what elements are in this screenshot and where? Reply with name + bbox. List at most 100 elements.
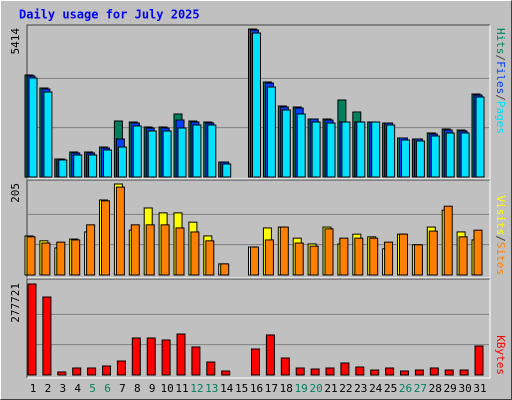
bar xyxy=(57,371,67,376)
x-tick-label: 14 xyxy=(220,382,234,395)
x-tick-label: 19 xyxy=(295,382,308,395)
bar xyxy=(56,241,66,276)
bar xyxy=(266,86,276,178)
bar xyxy=(295,367,305,376)
bar xyxy=(222,163,232,178)
panel-edge-dark xyxy=(26,278,490,378)
bar xyxy=(309,245,319,276)
bar xyxy=(474,345,484,376)
bar xyxy=(340,362,350,376)
bar xyxy=(370,369,380,376)
bar xyxy=(475,96,485,178)
legend-entry: Hits xyxy=(494,28,507,55)
bar xyxy=(220,263,230,276)
x-tick-label: 25 xyxy=(384,382,397,395)
bar xyxy=(115,186,125,276)
bar xyxy=(175,227,185,276)
x-tick-label: 27 xyxy=(414,382,427,395)
bar xyxy=(264,239,274,276)
bar xyxy=(161,339,171,376)
bar xyxy=(371,121,381,178)
bar xyxy=(206,361,216,376)
bar xyxy=(296,113,306,178)
bar xyxy=(460,132,470,178)
bar xyxy=(385,367,395,376)
bar xyxy=(294,242,304,276)
bar xyxy=(162,130,172,178)
bar xyxy=(101,200,110,276)
bar xyxy=(221,370,231,376)
x-tick-label: 31 xyxy=(473,382,486,395)
bar xyxy=(28,77,38,178)
bar xyxy=(355,366,365,376)
legend-entry: Visits xyxy=(494,196,507,236)
bar xyxy=(415,140,425,178)
bar xyxy=(459,369,469,376)
bar xyxy=(400,370,409,376)
bar xyxy=(444,369,454,376)
x-tick-label: 2 xyxy=(45,382,52,395)
bar xyxy=(146,337,156,376)
bar xyxy=(324,228,334,276)
x-tick-label: 9 xyxy=(149,382,156,395)
bar xyxy=(43,91,53,178)
bar xyxy=(177,127,187,178)
y-tick-label: 205 xyxy=(9,183,22,203)
bar xyxy=(281,109,291,178)
bar xyxy=(88,154,98,178)
x-tick-label: 10 xyxy=(160,382,173,395)
bar xyxy=(473,229,483,276)
legend-separator: / xyxy=(494,235,507,242)
bar xyxy=(369,237,379,276)
bar xyxy=(192,124,202,178)
x-tick-label: 7 xyxy=(119,382,126,395)
x-tick-label: 11 xyxy=(175,382,188,395)
x-tick-label: 17 xyxy=(265,382,278,395)
legend: Hits/Files/Pages xyxy=(494,28,507,134)
bar xyxy=(103,149,112,178)
x-tick-label: 23 xyxy=(354,382,367,395)
bar xyxy=(102,365,111,376)
panel-edge-light xyxy=(27,25,491,180)
bar xyxy=(27,283,37,376)
y-tick-label: 277721 xyxy=(9,283,22,323)
bar xyxy=(250,246,259,276)
bar xyxy=(130,224,140,276)
x-tick-label: 12 xyxy=(190,382,203,395)
bar xyxy=(131,337,141,376)
bar xyxy=(430,135,440,178)
bar xyxy=(429,367,439,376)
bar xyxy=(71,239,81,276)
x-tick-label: 26 xyxy=(399,382,412,395)
bar xyxy=(252,32,261,178)
legend: KBytes xyxy=(494,335,507,375)
bar xyxy=(339,237,349,276)
bar xyxy=(280,357,290,376)
x-tick-label: 4 xyxy=(74,382,81,395)
x-tick-label: 24 xyxy=(369,382,383,395)
x-tick-label: 3 xyxy=(59,382,66,395)
bar xyxy=(58,159,68,178)
legend: Visits/Sites xyxy=(494,196,507,276)
x-tick-label: 1 xyxy=(30,382,37,395)
bar xyxy=(443,205,453,276)
bar xyxy=(458,236,468,276)
bar xyxy=(326,122,336,178)
bar xyxy=(87,367,97,376)
legend-separator: / xyxy=(494,55,507,62)
bar xyxy=(341,121,351,178)
legend-entry: Pages xyxy=(494,101,507,134)
bar xyxy=(413,244,423,276)
bar xyxy=(311,121,321,178)
bar xyxy=(356,121,366,178)
bar xyxy=(445,132,455,178)
x-tick-label: 20 xyxy=(309,382,322,395)
x-tick-label: 5 xyxy=(89,382,96,395)
bar xyxy=(160,224,170,276)
panel-edge-light xyxy=(27,180,491,279)
bar xyxy=(117,146,127,178)
bar xyxy=(86,224,96,276)
x-tick-label: 8 xyxy=(134,382,141,395)
x-tick-label: 21 xyxy=(324,382,337,395)
